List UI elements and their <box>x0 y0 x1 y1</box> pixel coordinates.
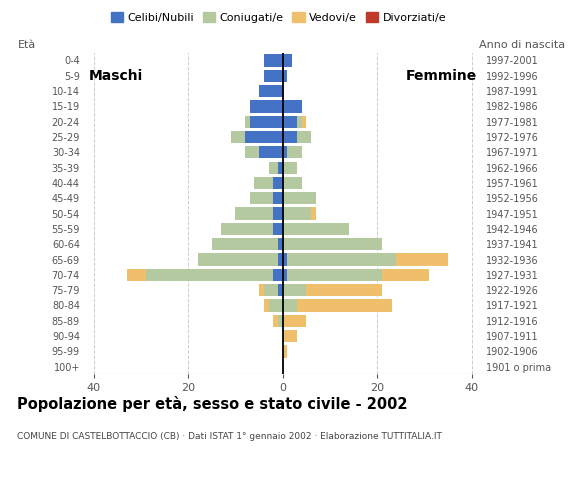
Bar <box>288 253 396 265</box>
Bar <box>278 253 283 265</box>
Bar <box>283 192 316 204</box>
Bar <box>273 192 283 204</box>
Bar <box>264 70 283 82</box>
Bar <box>283 330 297 342</box>
Bar <box>283 315 306 327</box>
Bar <box>235 207 273 220</box>
Bar <box>283 70 288 82</box>
Bar <box>221 223 273 235</box>
Bar <box>264 54 283 67</box>
Bar <box>283 54 292 67</box>
Bar <box>273 269 283 281</box>
Bar <box>283 131 297 143</box>
Bar <box>278 238 283 251</box>
Bar <box>311 207 316 220</box>
Bar <box>273 207 283 220</box>
Bar <box>382 269 429 281</box>
Bar <box>288 146 302 158</box>
Bar <box>212 238 278 251</box>
Text: Anno di nascita: Anno di nascita <box>480 40 566 50</box>
Bar <box>273 177 283 189</box>
Bar <box>302 116 306 128</box>
Bar <box>231 131 245 143</box>
Bar <box>297 116 302 128</box>
Bar <box>146 269 273 281</box>
Bar <box>264 284 278 296</box>
Bar <box>396 253 448 265</box>
Bar <box>283 223 349 235</box>
Text: Età: Età <box>17 40 35 50</box>
Bar <box>283 238 382 251</box>
Text: Popolazione per età, sesso e stato civile - 2002: Popolazione per età, sesso e stato civil… <box>17 396 408 412</box>
Bar <box>245 146 259 158</box>
Bar <box>269 300 283 312</box>
Bar <box>283 253 288 265</box>
Bar <box>283 100 302 112</box>
Bar <box>249 116 283 128</box>
Bar <box>245 131 283 143</box>
Bar <box>288 269 382 281</box>
Bar <box>297 300 392 312</box>
Bar <box>245 116 249 128</box>
Bar <box>283 162 297 174</box>
Bar <box>283 207 311 220</box>
Bar <box>278 315 283 327</box>
Bar <box>283 345 288 358</box>
Bar <box>264 300 269 312</box>
Bar <box>198 253 278 265</box>
Bar <box>278 284 283 296</box>
Legend: Celibi/Nubili, Coniugati/e, Vedovi/e, Divorziati/e: Celibi/Nubili, Coniugati/e, Vedovi/e, Di… <box>106 8 451 27</box>
Bar <box>278 162 283 174</box>
Text: COMUNE DI CASTELBOTTACCIO (CB) · Dati ISTAT 1° gennaio 2002 · Elaborazione TUTTI: COMUNE DI CASTELBOTTACCIO (CB) · Dati IS… <box>17 432 443 441</box>
Bar <box>259 146 283 158</box>
Text: Maschi: Maschi <box>89 69 143 83</box>
Bar <box>126 269 146 281</box>
Bar <box>306 284 382 296</box>
Bar <box>283 284 306 296</box>
Bar <box>283 177 302 189</box>
Bar <box>283 146 288 158</box>
Bar <box>283 116 297 128</box>
Bar <box>259 284 264 296</box>
Bar <box>297 131 311 143</box>
Bar <box>283 300 297 312</box>
Bar <box>249 192 273 204</box>
Bar <box>273 315 278 327</box>
Bar <box>249 100 283 112</box>
Bar <box>273 223 283 235</box>
Bar <box>255 177 273 189</box>
Text: Femmine: Femmine <box>405 69 477 83</box>
Bar <box>269 162 278 174</box>
Bar <box>283 269 288 281</box>
Bar <box>259 85 283 97</box>
